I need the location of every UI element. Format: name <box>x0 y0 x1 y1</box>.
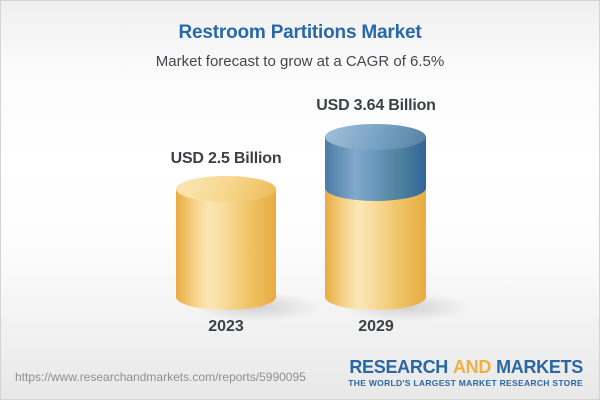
logo-tagline: THE WORLD'S LARGEST MARKET RESEARCH STOR… <box>348 378 583 388</box>
chart-title: Restroom Partitions Market <box>178 22 422 43</box>
logo-word-and: AND <box>452 357 492 377</box>
x-tick-2029: 2029 <box>358 318 394 335</box>
bar-2023-cylinder <box>176 176 276 310</box>
x-tick-2023: 2023 <box>208 318 244 335</box>
chart-header: Restroom Partitions Market Market foreca… <box>1 1 599 70</box>
chart-subtitle: Market forecast to grow at a CAGR of 6.5… <box>155 53 445 70</box>
logo-word-markets: MARKETS <box>496 357 583 377</box>
logo-word-research: RESEARCH <box>349 357 448 377</box>
bar-2023-body <box>176 189 276 310</box>
value-label-2023: USD 2.5 Billion <box>170 150 282 167</box>
bar-2029-base-segment <box>325 185 426 310</box>
value-label-2029: USD 3.64 Billion <box>316 97 436 114</box>
bar-2029-cylinder <box>325 124 426 310</box>
research-and-markets-logo: RESEARCH AND MARKETS THE WORLD'S LARGEST… <box>348 358 583 388</box>
bar-2023-top-face <box>176 176 276 202</box>
bar-2029-top-face <box>325 124 426 150</box>
logo-wordmark: RESEARCH AND MARKETS <box>348 358 583 376</box>
source-url: https://www.researchandmarkets.com/repor… <box>15 370 306 384</box>
